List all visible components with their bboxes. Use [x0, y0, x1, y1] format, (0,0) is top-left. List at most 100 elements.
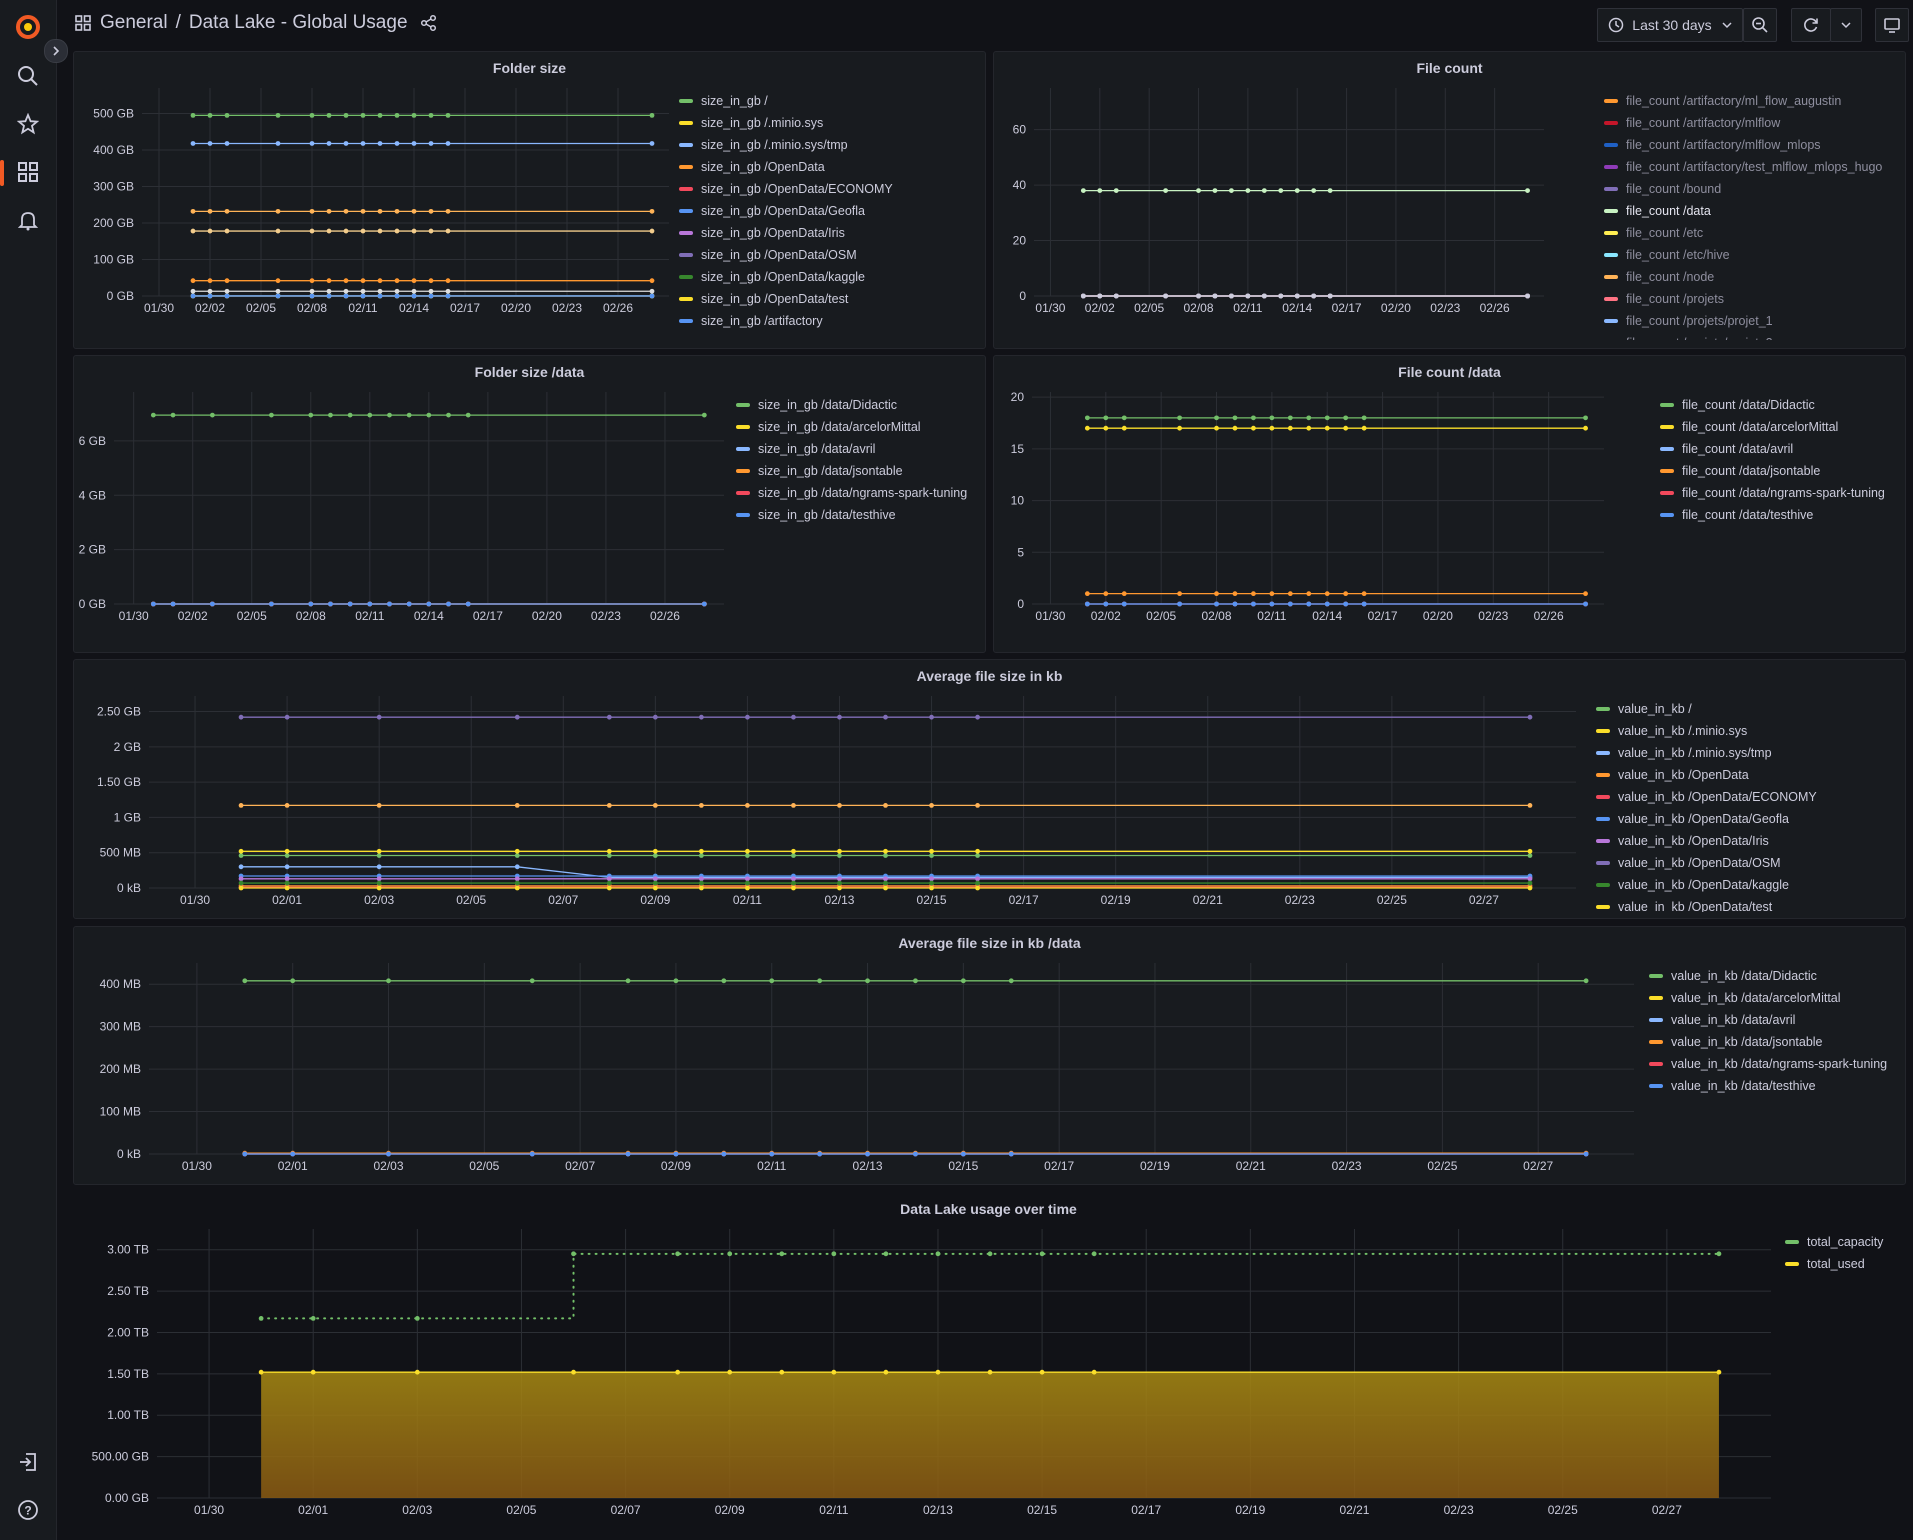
series-value-in-kb-opendata-osm-point — [1527, 714, 1533, 720]
zoom-out-button[interactable] — [1743, 8, 1777, 42]
legend-item[interactable]: value_in_kb /OpenData/Geofla — [1596, 808, 1901, 830]
tv-mode-button[interactable] — [1875, 8, 1909, 42]
legend-item[interactable]: file_count /artifactory/mlflow_mlops — [1604, 134, 1900, 156]
star-icon[interactable] — [14, 110, 42, 138]
legend-item[interactable]: size_in_gb /OpenData/Geofla — [679, 200, 979, 222]
series-value-in-kb-opendata-kaggle-point — [514, 880, 520, 886]
series-size-in-gb-data-didactic-point — [170, 412, 176, 418]
legend-item[interactable]: file_count /etc/hive — [1604, 244, 1900, 266]
legend-item[interactable]: value_in_kb /.minio.sys — [1596, 720, 1901, 742]
legend-item[interactable]: value_in_kb /data/ngrams-spark-tuning — [1649, 1053, 1901, 1075]
share-icon[interactable] — [420, 14, 438, 32]
panel-title[interactable]: Average file size in kb /data — [898, 935, 1081, 951]
panel-average-file-size[interactable]: Average file size in kb 0 kB 500 MB 1 GB 1.… — [73, 659, 1906, 919]
legend-item[interactable]: file_count /bound — [1604, 178, 1900, 200]
legend-item[interactable]: size_in_gb /OpenData — [679, 156, 979, 178]
legend-item[interactable]: file_count /data/arcelorMittal — [1660, 416, 1904, 438]
legend-item[interactable]: file_count /data/jsontable — [1660, 460, 1904, 482]
legend-item[interactable]: file_count /artifactory/mlflow — [1604, 112, 1900, 134]
legend-item[interactable]: value_in_kb /data/jsontable — [1649, 1031, 1901, 1053]
expand-menu-button[interactable] — [44, 39, 68, 63]
dashboard-title[interactable]: Data Lake - Global Usage — [188, 12, 408, 33]
panel-title[interactable]: Average file size in kb — [916, 668, 1063, 684]
panel-folder-size[interactable]: Folder size 0 GB 100 GB 200 GB 300 GB 400 GB… — [73, 51, 986, 349]
legend-item[interactable]: size_in_gb /OpenData/kaggle — [679, 266, 979, 288]
legend-item[interactable]: size_in_gb /data/jsontable — [736, 460, 982, 482]
legend-item[interactable]: file_count /projets/projet_1 — [1604, 310, 1900, 332]
legend-item[interactable]: value_in_kb /.minio.sys/tmp — [1596, 742, 1901, 764]
x-tick-label: 02/08 — [297, 301, 327, 315]
legend-item[interactable]: value_in_kb /data/arcelorMittal — [1649, 987, 1901, 1009]
legend-item[interactable]: value_in_kb / — [1596, 698, 1901, 720]
search-icon[interactable] — [14, 62, 42, 90]
legend-item[interactable]: value_in_kb /data/avril — [1649, 1009, 1901, 1031]
dashboards-icon[interactable] — [14, 158, 42, 186]
legend-item[interactable]: value_in_kb /data/testhive — [1649, 1075, 1901, 1097]
legend: value_in_kb /data/Didactic value_in_kb /d… — [1649, 965, 1901, 1179]
panel-title[interactable]: File count — [1416, 60, 1483, 76]
help-icon[interactable]: ? — [14, 1496, 42, 1524]
refresh-interval-dropdown[interactable] — [1830, 8, 1862, 42]
legend-item[interactable]: size_in_gb /.minio.sys/tmp — [679, 134, 979, 156]
panel-data-lake-usage[interactable]: Data Lake usage over time 0.00 GB 500.00 … — [73, 1193, 1904, 1533]
panel-title[interactable]: Data Lake usage over time — [900, 1201, 1077, 1217]
grafana-logo[interactable] — [14, 13, 42, 41]
legend-item[interactable]: size_in_gb /.minio.sys — [679, 112, 979, 134]
legend-item[interactable]: size_in_gb /data/avril — [736, 438, 982, 460]
legend-item[interactable]: total_used — [1785, 1253, 1903, 1275]
series-total-used-point — [727, 1369, 733, 1375]
legend-item[interactable]: value_in_kb /OpenData/test — [1596, 896, 1901, 912]
legend-item[interactable]: file_count /data/Didactic — [1660, 394, 1904, 416]
legend-item[interactable]: size_in_gb /data/arcelorMittal — [736, 416, 982, 438]
legend-item[interactable]: size_in_gb /artifactory — [679, 310, 979, 332]
series-unlabeled-13-point — [411, 288, 417, 294]
series-total-used-point — [414, 1369, 420, 1375]
series-unlabeled-12-point — [343, 228, 349, 234]
legend-item[interactable]: size_in_gb /OpenData/OSM — [679, 244, 979, 266]
legend-item[interactable]: file_count /data — [1604, 200, 1900, 222]
legend-item[interactable]: file_count /projets — [1604, 288, 1900, 310]
panel-average-file-size-data[interactable]: Average file size in kb /data 0 kB 100 MB… — [73, 926, 1906, 1185]
legend-item[interactable]: file_count /data/ngrams-spark-tuning — [1660, 482, 1904, 504]
legend-item[interactable]: size_in_gb /data/testhive — [736, 504, 982, 526]
legend-item[interactable]: value_in_kb /data/Didactic — [1649, 965, 1901, 987]
legend-item[interactable]: value_in_kb /OpenData/OSM — [1596, 852, 1901, 874]
panel-file-count-data[interactable]: File count /data 0 5 10 15 20 01/30 02/02 02/05… — [993, 355, 1906, 653]
refresh-button[interactable] — [1791, 8, 1831, 42]
legend-item[interactable]: value_in_kb /OpenData — [1596, 764, 1901, 786]
x-tick-label: 01/30 — [180, 893, 210, 907]
x-tick-label: 02/21 — [1193, 893, 1223, 907]
legend-item[interactable]: value_in_kb /OpenData/ECONOMY — [1596, 786, 1901, 808]
bell-icon[interactable] — [14, 206, 42, 234]
sign-in-icon[interactable] — [14, 1448, 42, 1476]
panel-file-count[interactable]: File count 0 20 40 60 01/30 02/02 02/05 02/08 02… — [993, 51, 1906, 349]
legend-item[interactable]: file_count /data/avril — [1660, 438, 1904, 460]
legend-item[interactable]: file_count /etc — [1604, 222, 1900, 244]
legend-item[interactable]: file_count /artifactory/ml_flow_augustin — [1604, 90, 1900, 112]
legend: size_in_gb /data/Didactic size_in_gb /dat… — [736, 394, 982, 638]
panel-title[interactable]: File count /data — [1398, 364, 1501, 380]
legend-item[interactable]: size_in_gb /data/ngrams-spark-tuning — [736, 482, 982, 504]
time-picker-button[interactable]: Last 30 days — [1597, 8, 1743, 42]
series-value-in-kb-minio-sys-point — [284, 848, 290, 854]
legend-item[interactable]: value_in_kb /OpenData/kaggle — [1596, 874, 1901, 896]
legend-item[interactable]: size_in_gb /OpenData/Iris — [679, 222, 979, 244]
legend-item[interactable]: size_in_gb /data/Didactic — [736, 394, 982, 416]
series-unlabeled-12-point — [428, 228, 434, 234]
breadcrumb-folder[interactable]: General — [100, 12, 168, 33]
legend-item[interactable]: size_in_gb /OpenData/ECONOMY — [679, 178, 979, 200]
legend-item[interactable]: file_count /data/testhive — [1660, 504, 1904, 526]
legend-item[interactable]: size_in_gb / — [679, 90, 979, 112]
series-value-in-kb-data-testhive-point — [817, 1151, 823, 1157]
legend-item[interactable]: file_count /node — [1604, 266, 1900, 288]
legend-item[interactable]: file_count /projets/projet_2 — [1604, 332, 1900, 340]
series-unlabeled-11-point — [326, 208, 332, 214]
legend-item[interactable]: size_in_gb /OpenData/test — [679, 288, 979, 310]
panel-folder-size-data[interactable]: Folder size /data 0 GB 2 GB 4 GB 6 GB 01/30 0… — [73, 355, 986, 653]
legend-item[interactable]: file_count /artifactory/test_mlflow_mlop… — [1604, 156, 1900, 178]
panel-title[interactable]: Folder size /data — [474, 364, 585, 380]
legend-item[interactable]: total_capacity — [1785, 1231, 1903, 1253]
series-value-in-kb-opendata-osm-point — [745, 714, 750, 720]
panel-title[interactable]: Folder size — [492, 60, 567, 76]
legend-item[interactable]: value_in_kb /OpenData/Iris — [1596, 830, 1901, 852]
